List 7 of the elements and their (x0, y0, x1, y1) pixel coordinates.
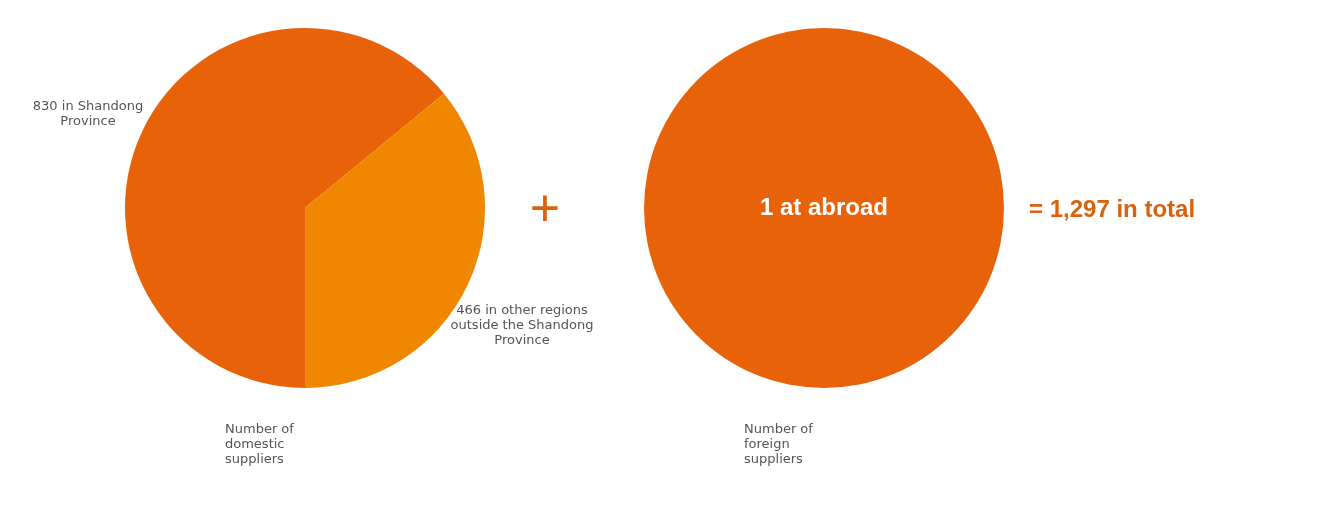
slice-label: 466 in other regions outside the Shandong Province (450, 302, 594, 348)
text: Number of foreign suppliers (744, 421, 814, 466)
slice-label: 830 in Shandong Province (32, 97, 144, 128)
text: + (529, 179, 561, 237)
text: = 1,297 in total (1029, 195, 1196, 222)
slice-label: 1 at abroad (759, 193, 889, 220)
text: Number of domestic suppliers (225, 421, 295, 466)
